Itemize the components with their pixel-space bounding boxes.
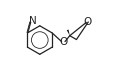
Text: N: N: [29, 16, 36, 26]
Polygon shape: [66, 30, 69, 36]
Text: O: O: [83, 17, 91, 27]
Text: O: O: [59, 37, 67, 47]
